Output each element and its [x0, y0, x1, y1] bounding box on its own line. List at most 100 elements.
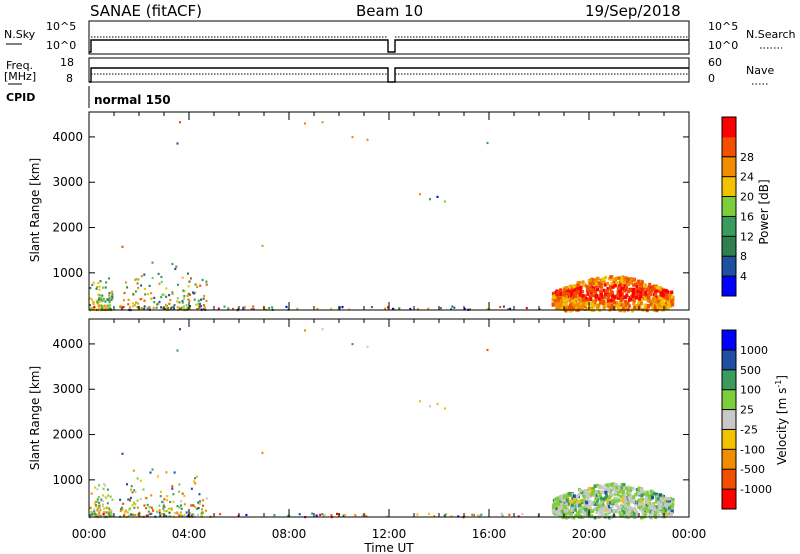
- scatter-cell: [619, 494, 623, 499]
- scatter-cell: [107, 511, 110, 514]
- scatter-cell: [409, 307, 412, 311]
- scatter-cell: [627, 282, 631, 287]
- scatter-cell: [168, 511, 171, 514]
- scatter-cell: [595, 507, 599, 511]
- scatter-cell: [572, 516, 576, 520]
- scatter-cell: [601, 277, 605, 281]
- scatter-cell: [575, 306, 579, 310]
- scatter-cell: [161, 512, 164, 516]
- scatter-cell: [98, 285, 101, 288]
- scatter-cell: [170, 305, 173, 308]
- scatter-cell: [578, 293, 582, 298]
- scatter-cell: [660, 291, 664, 295]
- colorbar-tick-label: 8: [740, 250, 747, 263]
- scatter-cell: [196, 507, 199, 510]
- scatter-cell: [595, 483, 599, 488]
- scatter-cell: [321, 513, 324, 516]
- scatter-cell: [97, 305, 100, 308]
- scatter-cell: [110, 511, 113, 514]
- scatter-cell: [131, 491, 134, 494]
- scatter-cell: [197, 501, 200, 504]
- scatter-cell: [583, 489, 586, 493]
- colorbar-tick-label: 25: [740, 404, 754, 417]
- scatter-cell: [567, 285, 571, 290]
- scatter-cell: [644, 294, 648, 299]
- scatter-cell: [97, 298, 100, 301]
- scatter-cell: [323, 514, 326, 517]
- scatter-cell: [201, 278, 204, 282]
- scatter-cell: [588, 494, 592, 498]
- scatter-cell: [590, 284, 594, 288]
- scatter-cell: [658, 288, 662, 293]
- scatter-cell: [670, 295, 674, 299]
- scatter-cell: [107, 512, 110, 516]
- scatter-cell: [605, 289, 609, 294]
- scatter-cell: [639, 279, 642, 284]
- scatter-cell: [558, 303, 562, 308]
- scatter-cell: [427, 307, 430, 310]
- scatter-cell: [101, 294, 104, 297]
- scatter-cell: [551, 509, 555, 513]
- scatter-cell: [556, 496, 560, 500]
- scatter-cell: [161, 307, 164, 310]
- scatter-cell: [199, 284, 202, 287]
- scatter-cell: [632, 283, 636, 287]
- colorbar-tick-label: 24: [740, 171, 754, 184]
- scatter-cell: [217, 307, 220, 310]
- scatter-cell: [119, 305, 121, 308]
- beam-title: Beam 10: [356, 2, 423, 20]
- scatter-cell: [577, 492, 581, 497]
- scatter-cell: [648, 282, 652, 287]
- scatter-cell: [644, 290, 648, 295]
- scatter-cell: [391, 307, 394, 310]
- scatter-cell: [654, 292, 658, 297]
- scatter-cell: [639, 507, 643, 512]
- cpid-label: CPID: [6, 91, 35, 104]
- noise-left-tick-high: 10^5: [46, 20, 76, 33]
- nsearch-label: N.Search: [746, 28, 796, 41]
- scatter-cell: [568, 491, 572, 496]
- scatter-cell: [189, 293, 192, 296]
- scatter-cell: [631, 294, 635, 298]
- scatter-cell: [642, 507, 646, 512]
- scatter-cell: [594, 282, 598, 287]
- scatter-cell: [606, 292, 609, 296]
- scatter-cell: [96, 301, 99, 304]
- scatter-cell: [628, 490, 632, 495]
- scatter-cell: [315, 514, 318, 517]
- scatter-cell: [618, 489, 622, 493]
- scatter-cell: [625, 285, 629, 290]
- scatter-cell: [574, 291, 578, 295]
- scatter-cell: [570, 508, 574, 512]
- scatter-cell: [606, 286, 610, 291]
- power-ylabel: Slant Range [km]: [28, 158, 42, 262]
- scatter-cell: [614, 490, 618, 495]
- scatter-cell: [168, 308, 171, 311]
- scatter-cell: [94, 486, 97, 489]
- colorbar-swatch: [722, 256, 736, 277]
- colorbar-swatch: [722, 469, 736, 490]
- scatter-cell: [195, 303, 198, 306]
- scatter-cell: [205, 497, 208, 500]
- scatter-cell: [153, 301, 156, 304]
- scatter-cell: [647, 509, 650, 513]
- scatter-cell: [160, 296, 163, 299]
- scatter-cell: [617, 289, 621, 294]
- scatter-cell: [660, 287, 664, 291]
- scatter-cell: [109, 495, 112, 498]
- scatter-cell: [609, 488, 613, 492]
- scatter-cell: [590, 514, 593, 518]
- scatter-cell: [616, 493, 620, 497]
- scatter-cell: [556, 291, 560, 295]
- scatter-cell: [567, 295, 571, 299]
- scatter-cell: [450, 515, 453, 518]
- scatter-cell: [591, 489, 595, 494]
- scatter-cell: [604, 490, 608, 495]
- scatter-cell: [598, 493, 602, 497]
- scatter-cell: [173, 308, 176, 311]
- scatter-cell: [311, 512, 314, 515]
- scatter-cell: [569, 500, 573, 504]
- scatter-cell: [160, 275, 163, 279]
- scatter-cell: [161, 500, 164, 504]
- scatter-cell: [138, 307, 141, 310]
